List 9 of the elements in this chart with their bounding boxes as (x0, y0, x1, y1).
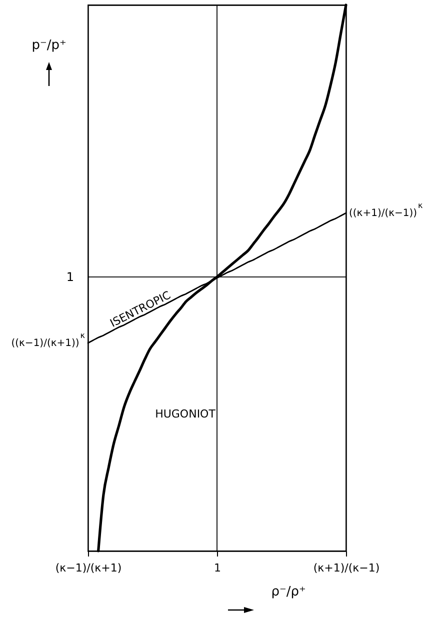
annotation: ((κ−1)/(κ+1))κ (11, 330, 86, 349)
x-tick-label: (κ+1)/(κ−1) (313, 562, 380, 574)
ref-line-label: 1 (66, 270, 74, 284)
x-axis-title: ρ⁻/ρ⁺ (271, 584, 306, 600)
x-tick-label: (κ−1)/(κ+1) (55, 562, 122, 574)
x-tick-label: 1 (214, 562, 221, 574)
annotation: ((κ+1)/(κ−1))κ (349, 201, 424, 220)
y-axis-title: p⁻/p⁺ (32, 38, 66, 53)
text: HUGONIOT (155, 408, 216, 420)
